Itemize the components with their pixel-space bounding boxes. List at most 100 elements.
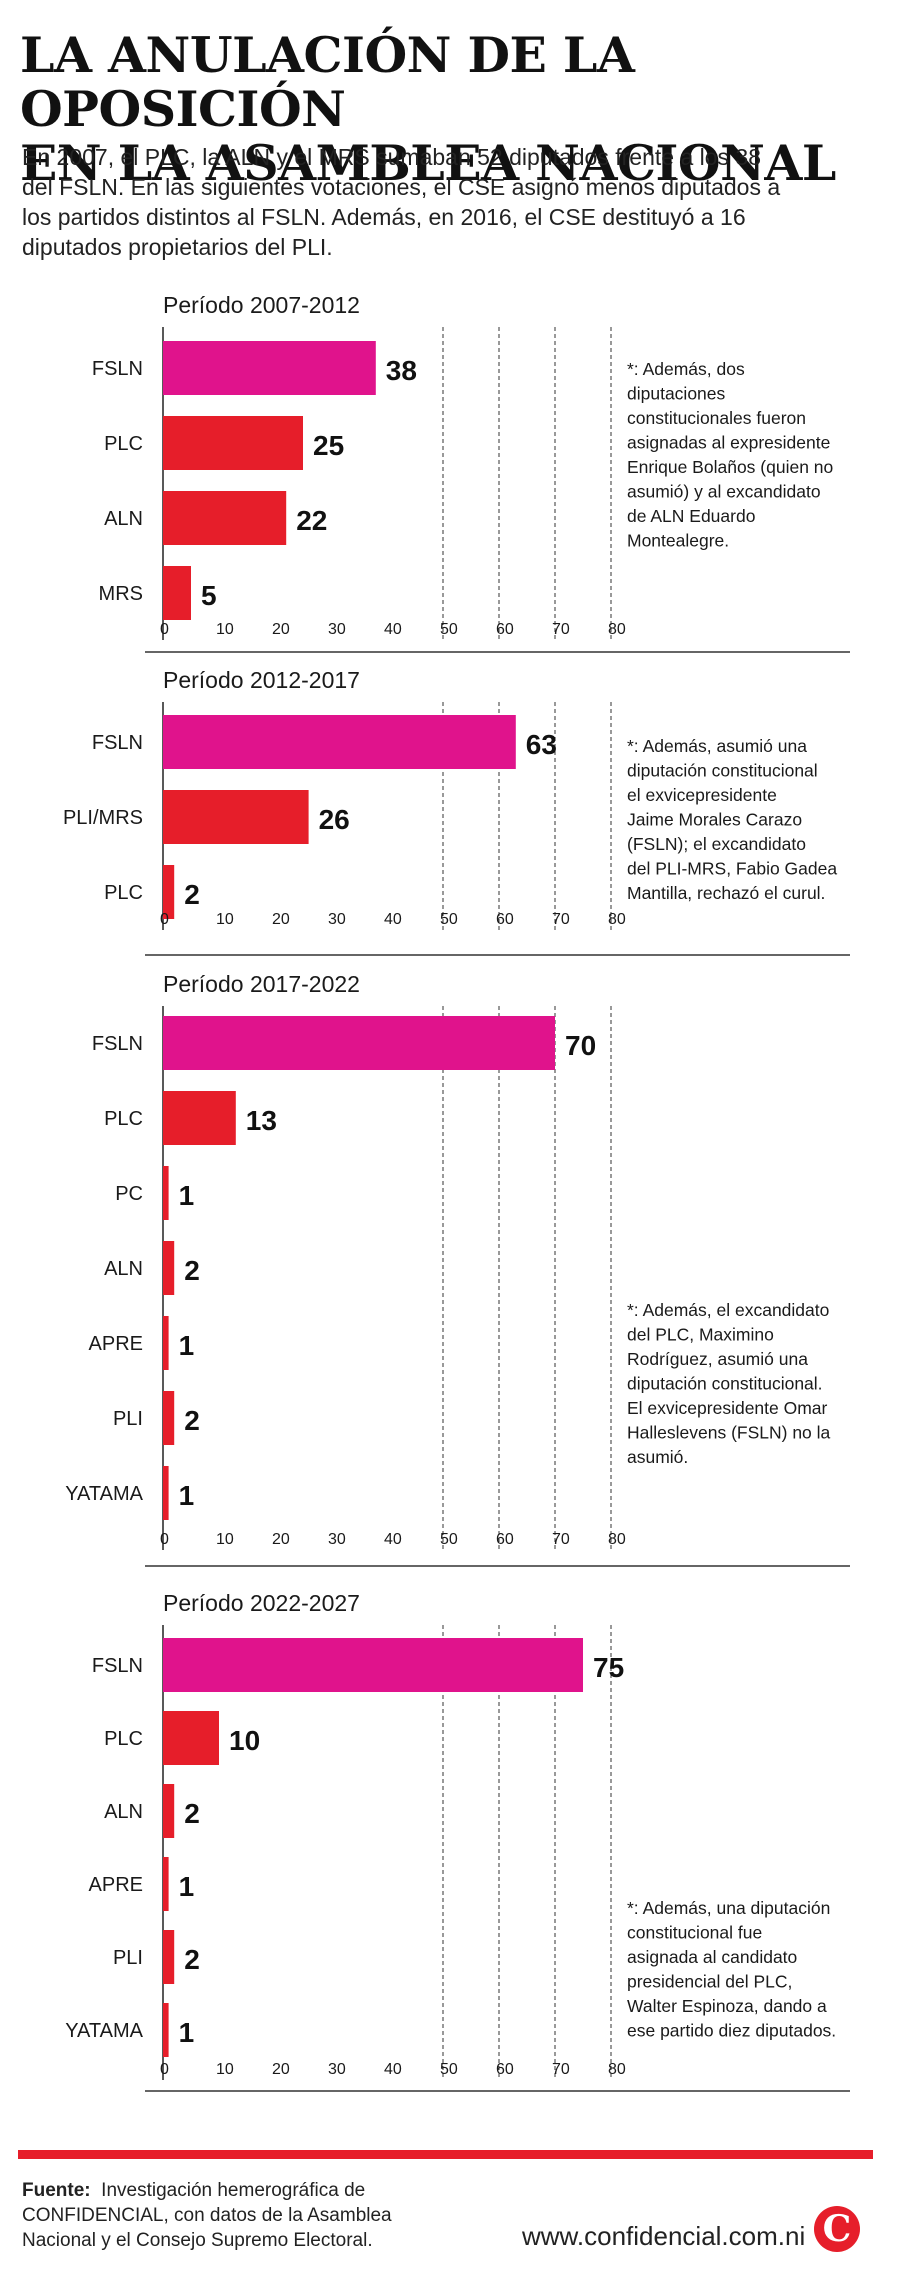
intro-paragraph: En 2007, el PLC, la ALN y el MRS sumaban…: [22, 142, 812, 262]
tick-label: 80: [608, 1531, 626, 1548]
tick-label: 70: [552, 621, 570, 638]
note-line: Walter Espinoza, dando a: [627, 1996, 827, 2016]
note-line: constitucional fue: [627, 1923, 762, 1943]
category-label: FSLN: [92, 732, 143, 754]
note-line: diputación constitucional.: [627, 1374, 823, 1394]
bar-apre: [163, 1316, 169, 1370]
tick-label: 20: [272, 1531, 290, 1548]
source-text-1: Investigación hemerográfica de: [101, 2180, 366, 2201]
confidencial-logo-icon: C: [814, 2206, 860, 2252]
data-label: 26: [319, 804, 350, 835]
bar-mrs: [163, 566, 191, 620]
tick-label: 10: [216, 911, 234, 928]
chart-title: Período 2007-2012: [163, 292, 360, 318]
data-label: 1: [179, 2017, 195, 2048]
category-label: FSLN: [92, 358, 143, 380]
data-label: 2: [184, 1798, 200, 1829]
note-line: *: Además, dos: [627, 359, 745, 379]
note-line: asignadas al expresidente: [627, 433, 830, 453]
chart-title: Período 2017-2022: [163, 971, 360, 997]
category-label: PLC: [104, 882, 143, 904]
category-label: PLI/MRS: [63, 807, 143, 829]
tick-label: 0: [160, 621, 169, 638]
bar-yatama: [163, 1466, 169, 1520]
note-line: diputación constitucional: [627, 761, 818, 781]
tick-label: 30: [328, 621, 346, 638]
note-line: Jaime Morales Carazo: [627, 810, 802, 830]
chart-title: Período 2012-2017: [163, 667, 360, 693]
tick-label: 60: [496, 911, 514, 928]
bar-pli: [163, 1391, 175, 1445]
category-label: ALN: [104, 1801, 143, 1823]
bar-plc: [163, 1711, 219, 1765]
note-line: asignada al candidato: [627, 1947, 797, 1967]
tick-label: 40: [384, 911, 402, 928]
data-label: 2: [184, 1405, 200, 1436]
footer-rule: [18, 2150, 873, 2159]
note-line: presidencial del PLC,: [627, 1972, 792, 1992]
tick-label: 60: [496, 621, 514, 638]
category-label: FSLN: [92, 1655, 143, 1677]
tick-label: 40: [384, 2061, 402, 2078]
tick-label: 70: [552, 911, 570, 928]
category-label: APRE: [89, 1874, 143, 1896]
data-label: 2: [184, 1944, 200, 1975]
bar-aln: [163, 1241, 175, 1295]
title-line-1: LA ANULACIÓN DE LA OPOSICIÓN: [20, 26, 635, 138]
category-label: ALN: [104, 508, 143, 530]
note-line: del PLC, Maximino: [627, 1325, 774, 1345]
data-label: 38: [386, 355, 417, 386]
note-line: Rodríguez, asumió una: [627, 1349, 808, 1369]
note-line: El exvicepresidente Omar: [627, 1398, 828, 1418]
tick-label: 80: [608, 2061, 626, 2078]
note-line: asumió.: [627, 1447, 688, 1467]
title-line-2: EN LA ASAMBLEA NACIONAL: [20, 134, 836, 192]
intro-line-1: En 2007, el PLC, la ALN y el MRS sumaban…: [22, 144, 761, 170]
tick-label: 20: [272, 621, 290, 638]
tick-label: 10: [216, 621, 234, 638]
category-label: PLC: [104, 1108, 143, 1130]
bar-yatama: [163, 2003, 169, 2057]
intro-line-4: diputados propietarios del PLI.: [22, 234, 333, 260]
note-line: *: Además, el excandidato: [627, 1300, 829, 1320]
category-label: ALN: [104, 1258, 143, 1280]
note-line: de ALN Eduardo: [627, 506, 755, 526]
tick-label: 50: [440, 621, 458, 638]
data-label: 1: [179, 1480, 195, 1511]
tick-label: 50: [440, 911, 458, 928]
bar-plc: [163, 865, 175, 919]
data-label: 1: [179, 1180, 195, 1211]
category-label: PC: [115, 1183, 143, 1205]
note-line: Enrique Bolaños (quien no: [627, 457, 833, 477]
tick-label: 10: [216, 2061, 234, 2078]
bar-plimrs: [163, 790, 309, 844]
tick-label: 70: [552, 2061, 570, 2078]
intro-line-3: los partidos distintos al FSLN. Además, …: [22, 204, 746, 230]
bar-apre: [163, 1857, 169, 1911]
website-link[interactable]: www.confidencial.com.ni: [522, 2221, 806, 2251]
note-line: ese partido diez diputados.: [627, 2021, 836, 2041]
data-label: 5: [201, 580, 217, 611]
chart-title: Período 2022-2027: [163, 1590, 360, 1616]
data-label: 1: [179, 1330, 195, 1361]
category-label: MRS: [99, 583, 143, 605]
bar-pc: [163, 1166, 169, 1220]
data-label: 25: [313, 430, 344, 461]
data-label: 1: [179, 1871, 195, 1902]
data-label: 63: [526, 729, 557, 760]
bar-fsln: [163, 1638, 583, 1692]
note-line: constitucionales fueron: [627, 408, 806, 428]
source-text-3: Nacional y el Consejo Supremo Electoral.: [22, 2230, 373, 2251]
tick-label: 40: [384, 621, 402, 638]
data-label: 75: [593, 1652, 624, 1683]
tick-label: 60: [496, 1531, 514, 1548]
tick-label: 0: [160, 911, 169, 928]
page-title: LA ANULACIÓN DE LA OPOSICIÓN EN LA ASAMB…: [20, 28, 880, 190]
note-line: asumió) y al excandidato: [627, 482, 821, 502]
tick-label: 0: [160, 2061, 169, 2078]
intro-line-2: del FSLN. En las siguientes votaciones, …: [22, 174, 781, 200]
tick-label: 70: [552, 1531, 570, 1548]
note-line: diputaciones: [627, 384, 726, 404]
category-label: PLC: [104, 1728, 143, 1750]
